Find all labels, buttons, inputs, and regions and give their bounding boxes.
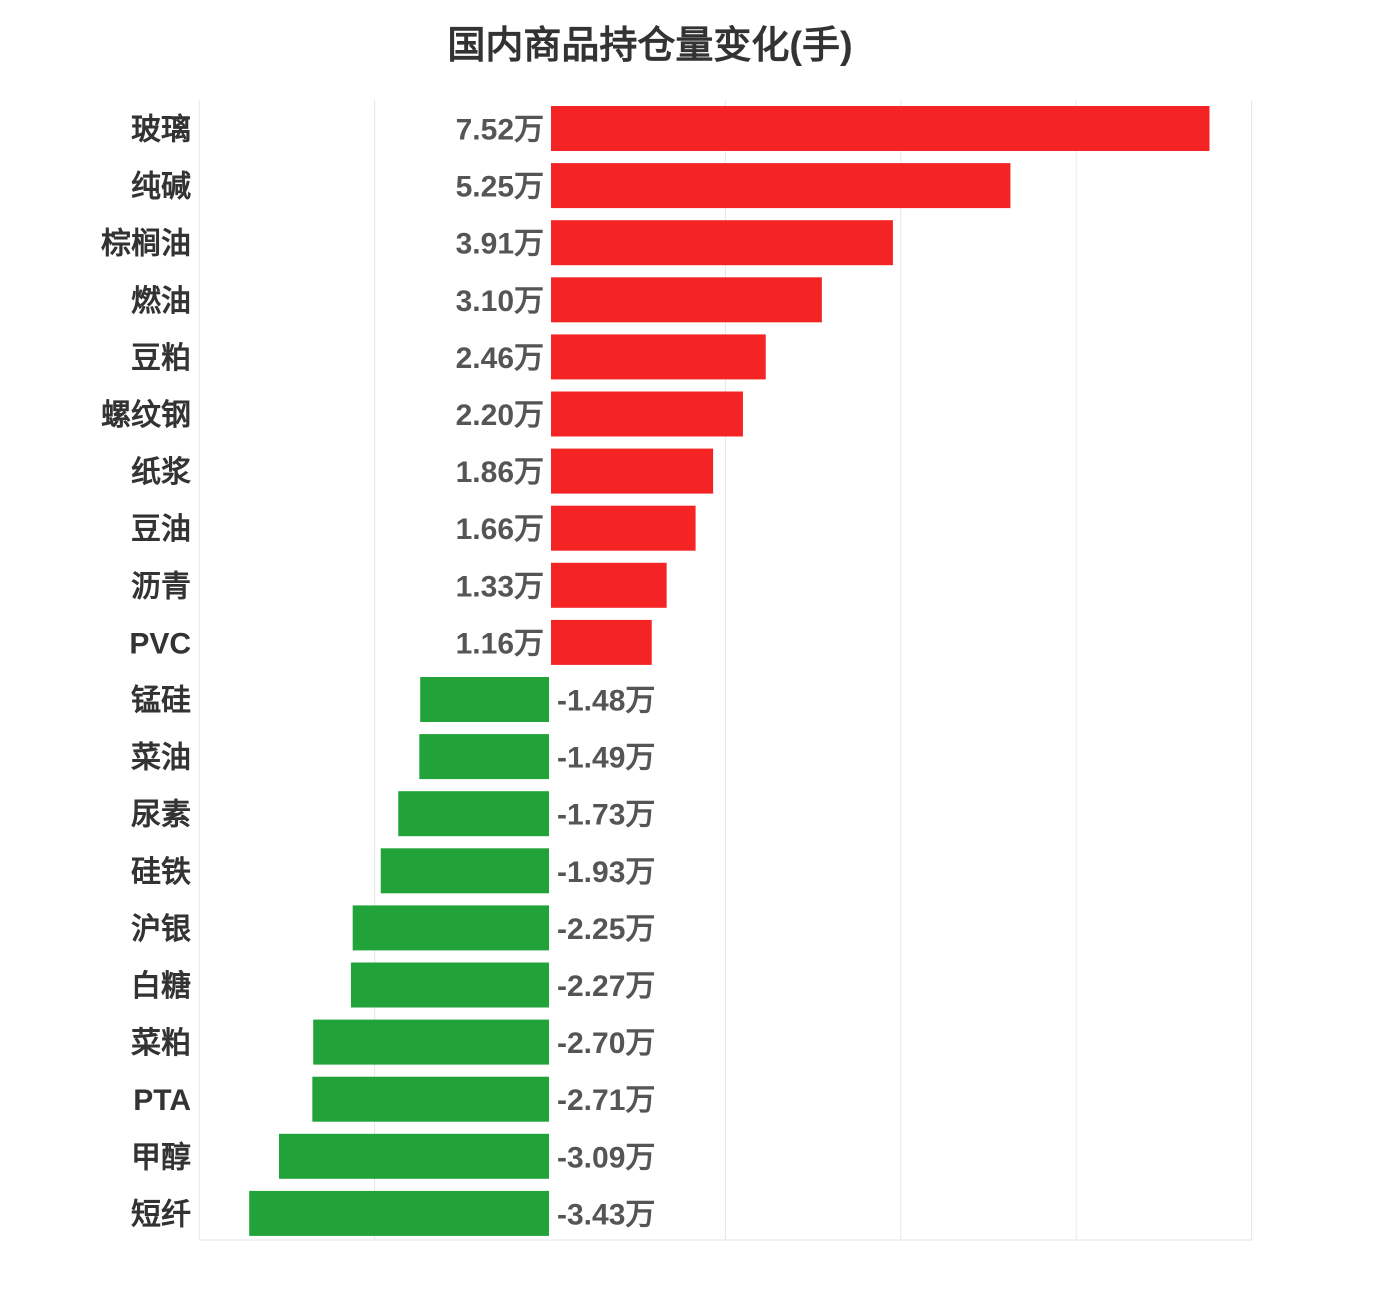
bar [350,962,550,1008]
data-label: -2.27万 [557,970,655,1003]
data-label: -1.48万 [557,685,655,718]
bar [312,1076,550,1122]
bar [550,562,667,608]
category-label: 棕榈油 [101,228,191,261]
data-label: 1.66万 [456,513,544,546]
category-label: 豆油 [131,513,191,546]
bar [550,505,696,551]
bar [398,791,550,837]
category-label: 豆粕 [131,342,191,375]
bar [279,1133,550,1179]
bar [352,905,550,951]
data-label: 3.10万 [456,285,544,318]
category-label: 螺纹钢 [101,399,191,432]
bar [550,448,714,494]
category-label: 锰硅 [131,685,191,718]
category-label: 菜粕 [131,1027,191,1060]
data-label: 1.86万 [456,456,544,489]
data-label: 1.33万 [456,570,544,603]
data-label: 2.20万 [456,399,544,432]
bar [550,334,766,380]
bar [550,277,822,323]
category-label: 纯碱 [131,171,191,204]
data-label: -1.73万 [557,799,655,832]
category-label: 燃油 [131,285,191,318]
data-label: -1.49万 [557,742,655,775]
data-label: -2.71万 [557,1084,655,1117]
bar [420,677,550,722]
data-label: 2.46万 [456,342,544,375]
category-label: 短纤 [131,1198,191,1231]
category-label: 甲醇 [131,1141,191,1174]
category-label: 白糖 [131,970,191,1003]
data-label: -2.25万 [557,913,655,946]
data-label: 7.52万 [456,114,544,147]
bar [249,1190,550,1236]
category-label: 纸浆 [131,455,191,489]
bar [313,1019,550,1065]
data-label: 1.16万 [456,627,544,660]
category-label: 沪银 [131,913,191,946]
bar [419,734,550,780]
category-label: PVC [129,627,191,660]
bar [380,848,550,894]
bar [550,106,1210,151]
data-label: -2.70万 [557,1027,655,1060]
category-label: 硅铁 [131,856,191,889]
bar [550,220,893,266]
bar [550,163,1011,209]
category-label: 尿素 [131,799,191,832]
data-label: 5.25万 [456,171,544,204]
data-label: -3.43万 [557,1198,655,1231]
data-label: -1.93万 [557,856,655,889]
category-label: 玻璃 [131,113,191,147]
data-label: -3.09万 [557,1141,655,1174]
category-label: 沥青 [131,570,191,603]
data-label: 3.91万 [456,228,544,261]
bar [550,391,743,437]
bar [550,619,652,665]
category-label: 菜油 [131,742,191,775]
chart-title: 国内商品持仓量变化(手) [447,25,853,67]
category-label: PTA [133,1084,191,1117]
